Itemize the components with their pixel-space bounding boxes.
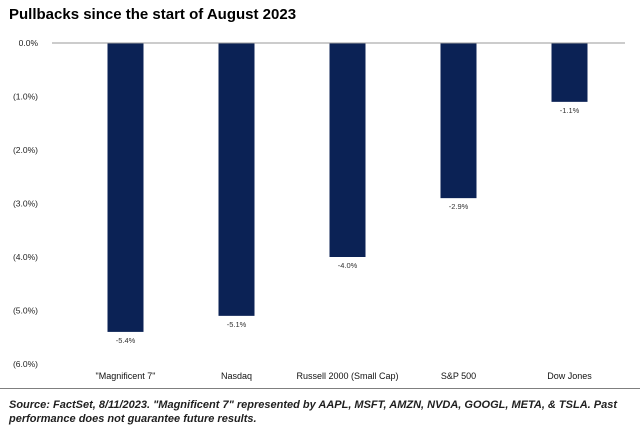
footer-divider bbox=[0, 388, 640, 389]
category-label: Dow Jones bbox=[547, 371, 592, 381]
bar-series bbox=[107, 43, 588, 332]
y-tick-label: (4.0%) bbox=[13, 252, 38, 262]
bar bbox=[107, 43, 144, 332]
y-tick-label: (5.0%) bbox=[13, 306, 38, 316]
y-tick-label: (1.0%) bbox=[13, 92, 38, 102]
data-label: -5.4% bbox=[116, 336, 136, 345]
data-label: -5.1% bbox=[227, 320, 247, 329]
category-label: "Magnificent 7" bbox=[96, 371, 156, 381]
y-tick-label: 0.0% bbox=[19, 38, 39, 48]
bar-chart: 0.0% (1.0%) (2.0%) (3.0%) (4.0%) (5.0%) (6.0%)… bbox=[13, 38, 625, 381]
category-label: Nasdaq bbox=[221, 371, 252, 381]
chart-title: Pullbacks since the start of August 2023 bbox=[9, 6, 297, 23]
category-label: S&P 500 bbox=[441, 371, 476, 381]
y-tick-label: (3.0%) bbox=[13, 199, 38, 209]
data-label: -1.1% bbox=[560, 106, 580, 115]
category-label: Russell 2000 (Small Cap) bbox=[296, 371, 398, 381]
source-note: Source: FactSet, 8/11/2023. "Magnificent… bbox=[9, 399, 618, 425]
y-tick-label: (6.0%) bbox=[13, 359, 38, 369]
y-axis: 0.0% (1.0%) (2.0%) (3.0%) (4.0%) (5.0%) (6.0%) bbox=[13, 38, 38, 369]
bar bbox=[551, 43, 588, 102]
data-labels: -5.4% -5.1% -4.0% -2.9% -1.1% bbox=[116, 106, 580, 345]
data-label: -4.0% bbox=[338, 261, 358, 270]
x-axis-categories: "Magnificent 7" Nasdaq Russell 2000 (Small… bbox=[96, 371, 593, 381]
data-label: -2.9% bbox=[449, 202, 469, 211]
bar bbox=[440, 43, 477, 199]
bar bbox=[329, 43, 366, 257]
bar bbox=[218, 43, 255, 316]
y-tick-label: (2.0%) bbox=[13, 145, 38, 155]
